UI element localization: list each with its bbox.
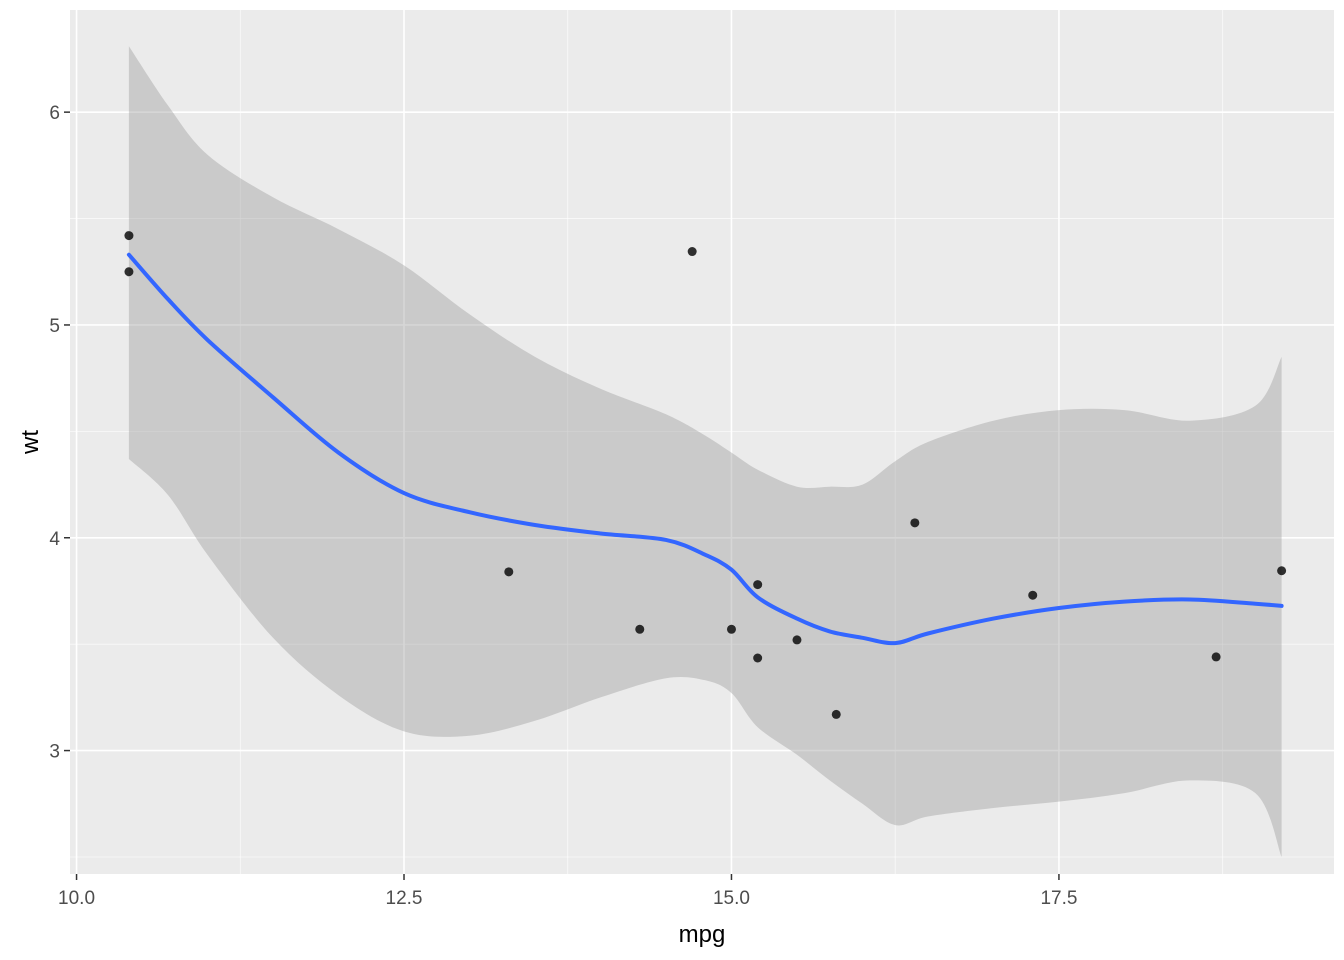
plot-panel xyxy=(70,10,1334,874)
data-point xyxy=(124,231,134,241)
x-tick-label: 15.0 xyxy=(713,888,750,909)
x-axis-title: mpg xyxy=(679,921,726,948)
y-tick-label: 6 xyxy=(49,103,60,124)
data-points xyxy=(124,231,1287,719)
x-tick-label: 17.5 xyxy=(1040,888,1077,909)
data-point xyxy=(1211,652,1221,662)
data-point xyxy=(504,567,514,577)
minor-gridlines xyxy=(70,10,1334,874)
y-tick-label: 3 xyxy=(49,742,60,763)
data-point xyxy=(635,624,645,634)
y-axis: 3 4 5 6 xyxy=(49,103,70,763)
data-point xyxy=(1277,566,1287,576)
data-point xyxy=(753,653,763,663)
data-point xyxy=(753,580,763,590)
data-point xyxy=(792,635,802,645)
data-point xyxy=(831,709,841,719)
data-point xyxy=(726,624,736,634)
data-point xyxy=(1028,590,1038,600)
data-point xyxy=(687,247,697,257)
data-point xyxy=(910,518,920,528)
major-gridlines xyxy=(70,10,1334,874)
smooth-line xyxy=(126,252,1284,646)
x-tick-label: 10.0 xyxy=(58,888,95,909)
y-axis-title: wt xyxy=(17,430,44,455)
data-point xyxy=(124,267,134,277)
y-tick-label: 5 xyxy=(49,316,60,337)
confidence-band xyxy=(128,46,1282,857)
y-tick-label: 4 xyxy=(49,529,60,550)
x-tick-label: 12.5 xyxy=(386,888,423,909)
x-axis: 10.0 12.5 15.0 17.5 xyxy=(58,874,1077,909)
